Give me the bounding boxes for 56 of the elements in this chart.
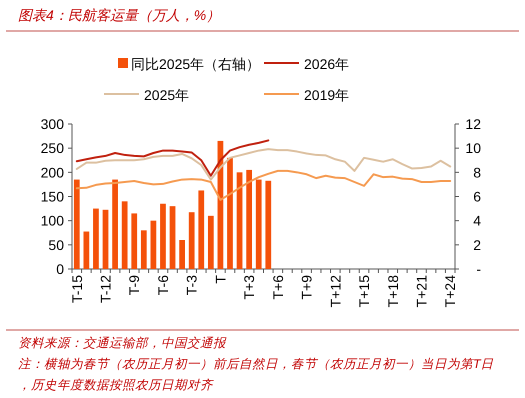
x-tick-label: T — [212, 274, 228, 284]
x-tick-label: T+6 — [270, 274, 286, 300]
bar — [218, 140, 224, 269]
x-tick-label: T+18 — [384, 274, 401, 308]
y-tick-label: 50 — [48, 236, 64, 253]
legend-label: 2026年 — [304, 56, 350, 72]
bar — [112, 180, 118, 269]
x-tick-label: T+9 — [298, 274, 315, 300]
bar — [188, 212, 195, 269]
y2-tick-label: 2 — [473, 236, 482, 253]
legend-label: 2025年 — [144, 87, 190, 103]
bar — [265, 180, 272, 269]
y-tick-label: 200 — [40, 164, 64, 180]
y2-tick-label: 8 — [473, 164, 482, 180]
y-tick-label: 300 — [40, 116, 64, 132]
bar — [150, 220, 156, 269]
y2-tick-label: 4 — [473, 212, 482, 229]
chart-title: 图表4：民航客运量（万人，%） — [18, 7, 220, 23]
x-tick-label: T+15 — [356, 274, 372, 308]
bar — [140, 230, 147, 269]
bar — [208, 216, 214, 269]
bar — [170, 206, 176, 269]
bar — [74, 180, 80, 269]
x-tick-label: T-12 — [98, 274, 114, 304]
y2-tick-label: 12 — [465, 116, 482, 132]
text: 注：横轴为春节（农历正月初一）前后自然日，春节（农历正月初一）当日为第T日，历史年度数据按照农历日期对齐 — [18, 357, 494, 392]
bar — [198, 190, 204, 269]
y-tick-label: 0 — [56, 261, 64, 277]
bar — [131, 213, 138, 269]
bar — [256, 180, 262, 269]
x-tick-label: T-15 — [68, 274, 85, 304]
x-tick-label: T+12 — [327, 274, 344, 308]
x-tick-label: T-3 — [184, 274, 200, 296]
y2-tick-label: 6 — [473, 188, 482, 204]
bar — [227, 158, 233, 269]
y-tick-label: 150 — [40, 188, 64, 204]
text: 资料来源：交通运输部，中国交通报 — [18, 336, 227, 350]
legend-label: 2019年 — [304, 87, 350, 103]
y-tick-label: 250 — [40, 140, 64, 156]
y2-tick-label: 10 — [465, 140, 482, 156]
bar — [102, 210, 108, 269]
bar — [179, 240, 185, 269]
bar — [246, 170, 252, 269]
bar — [236, 172, 242, 269]
x-tick-label: T-9 — [126, 274, 142, 296]
x-tick-label: T+21 — [413, 274, 430, 308]
bar — [160, 204, 166, 269]
y2-tick-label: - — [476, 261, 482, 277]
x-tick-label: T+3 — [241, 274, 258, 300]
bar — [83, 232, 90, 269]
x-tick-label: T-6 — [154, 274, 171, 296]
x-tick-label: T+24 — [442, 274, 458, 308]
bar — [122, 201, 128, 269]
bar — [93, 208, 99, 269]
legend-label: 同比2025年（右轴） — [131, 56, 260, 72]
y-tick-label: 100 — [40, 212, 64, 229]
